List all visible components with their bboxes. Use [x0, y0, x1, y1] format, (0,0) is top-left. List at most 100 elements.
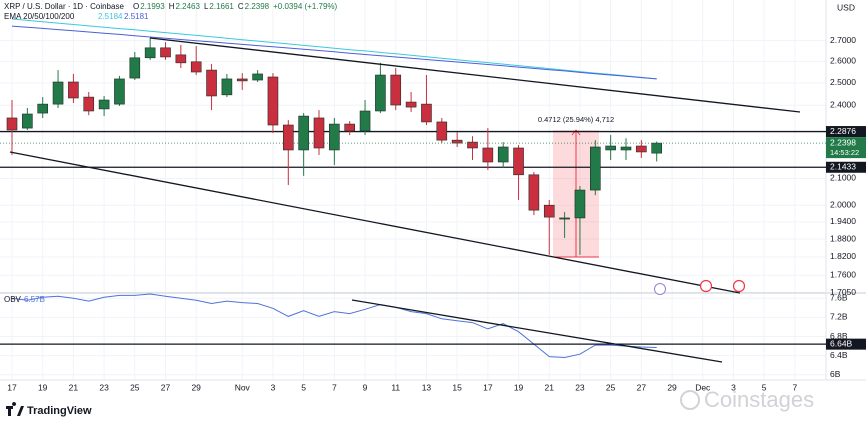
candle-body: [37, 103, 49, 114]
x-tick-label: Dec: [695, 382, 711, 392]
y-tick-label: 2.7000: [830, 35, 856, 45]
measure-label: 0.4712 (25.94%) 4,712: [538, 115, 614, 124]
candle-body: [68, 81, 79, 99]
x-tick-label: 19: [514, 382, 524, 392]
ohlc-value: 2.2463: [175, 2, 200, 11]
candle-body: [282, 124, 294, 151]
obv-label: OBV: [4, 295, 22, 304]
candle-body: [83, 96, 95, 112]
y-tick-label: 1.8200: [830, 251, 856, 261]
event-icon[interactable]: [654, 283, 666, 295]
trend-line: [149, 37, 801, 113]
candle-body: [144, 47, 156, 59]
ohlc-value: 2.2398: [245, 2, 270, 11]
price-line-box: [826, 161, 866, 173]
x-tick-label: 23: [575, 382, 585, 392]
brand-logo: [6, 402, 24, 416]
ohlc-key: O: [133, 2, 139, 11]
brand: TradingView: [27, 405, 92, 417]
y-tick-label: 2.4000: [830, 100, 856, 110]
x-tick-label: 21: [545, 382, 555, 392]
candle-body: [636, 145, 647, 153]
event-icon[interactable]: [732, 279, 746, 293]
event-icon[interactable]: [699, 279, 713, 293]
y-tick-label: 1.9400: [830, 216, 856, 226]
last-price-box: [826, 137, 866, 159]
candle-body: [313, 117, 325, 149]
x-tick-label: 5: [301, 382, 306, 392]
candle-body: [129, 57, 141, 79]
y-tick-label: 2.6000: [830, 56, 856, 66]
obv-level-box: [826, 338, 866, 350]
candle-body: [390, 74, 402, 106]
x-tick-label: 3: [731, 382, 736, 392]
x-tick-label: 27: [637, 382, 647, 392]
y-tick-label: 2.1000: [830, 173, 856, 183]
candle-body: [451, 139, 463, 144]
watermark-logo: [680, 390, 700, 410]
x-tick-label: Nov: [235, 382, 251, 392]
candle-body: [190, 61, 202, 73]
change-label: +0.0394 (+1.79%): [273, 2, 337, 11]
obv-level-label: 6.64B: [830, 338, 853, 348]
candle-body: [497, 146, 509, 163]
candle-body: [52, 81, 64, 105]
obv-tick-label: 6B: [830, 369, 841, 379]
x-tick-label: 29: [667, 382, 677, 392]
x-tick-label: 29: [191, 382, 201, 392]
candle-body: [252, 73, 263, 81]
candle-body: [467, 141, 478, 149]
candle-body: [267, 76, 279, 126]
candle-body: [329, 123, 340, 151]
x-tick-label: 19: [38, 382, 48, 392]
x-tick-label: 13: [422, 382, 432, 392]
trend-line: [9, 151, 741, 294]
candle-body: [421, 103, 432, 123]
ohlc-header: O 2.1993 H 2.2463 L 2.1661 C 2.2398 +0.0394 (+1.…: [133, 2, 338, 11]
ema-line: [11, 25, 657, 80]
ohlc-value: 2.1993: [140, 2, 165, 11]
x-tick-label: 17: [483, 382, 493, 392]
countdown: 14:53:22: [830, 148, 859, 157]
ema-line: [11, 18, 657, 80]
candle-body: [114, 78, 125, 105]
x-tick-label: 7: [332, 382, 337, 392]
y-tick-label: 2.0000: [830, 199, 856, 209]
candle-body: [589, 146, 601, 191]
watermark: Coinstages: [704, 387, 814, 412]
candle-body: [98, 99, 110, 110]
obv-tick-label: 6.4B: [830, 350, 848, 360]
candle-body: [206, 69, 217, 97]
candle-body: [528, 174, 540, 211]
candle-body: [221, 78, 233, 96]
x-tick-label: 15: [452, 382, 462, 392]
ema-value: 2.5184: [98, 12, 123, 21]
ohlc-key: C: [238, 2, 244, 11]
trend-line: [351, 299, 723, 363]
y-tick-label: 2.5000: [830, 77, 856, 87]
x-tick-label: 23: [99, 382, 109, 392]
candle-body: [344, 123, 356, 132]
price-line-box: [826, 126, 866, 138]
candle-body: [559, 217, 570, 220]
x-tick-label: 9: [363, 382, 368, 392]
x-tick-label: 7: [792, 382, 797, 392]
candle-body: [620, 146, 632, 151]
candle-body: [160, 47, 171, 58]
plot-layer: 2.7000 2.6000 2.5000 2.4000 2.1000 2.0000 1.94…: [0, 18, 866, 392]
candle-body: [543, 204, 555, 218]
x-tick-label: 5: [762, 382, 767, 392]
ohlc-value: 2.1661: [209, 2, 234, 11]
symbol-title: XRP / U.S. Dollar · 1D · Coinbase: [4, 2, 124, 11]
x-tick-label: 11: [391, 382, 400, 392]
ohlc-key: H: [169, 2, 175, 11]
candle-body: [482, 147, 494, 163]
candle-body: [6, 117, 18, 131]
y-tick-label: 1.7600: [830, 270, 856, 280]
candle-body: [436, 121, 448, 141]
candle-body: [298, 115, 309, 151]
candle-body: [605, 145, 616, 151]
x-tick-label: 27: [161, 382, 171, 392]
